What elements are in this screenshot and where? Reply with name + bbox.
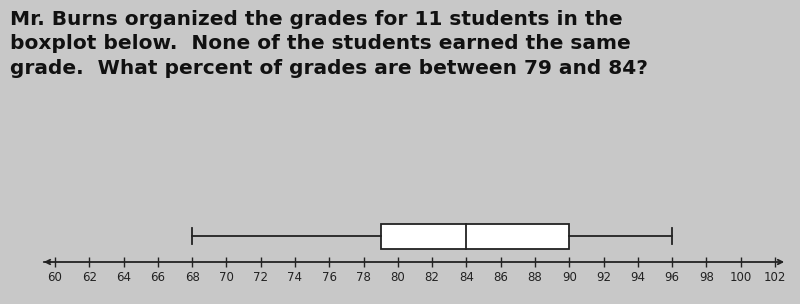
Text: 84: 84 xyxy=(459,271,474,284)
Text: 78: 78 xyxy=(356,271,371,284)
Text: 76: 76 xyxy=(322,271,337,284)
Text: 100: 100 xyxy=(730,271,752,284)
Text: 88: 88 xyxy=(528,271,542,284)
Text: 86: 86 xyxy=(494,271,508,284)
Text: 98: 98 xyxy=(699,271,714,284)
Text: 96: 96 xyxy=(665,271,680,284)
Text: 70: 70 xyxy=(219,271,234,284)
Text: 74: 74 xyxy=(287,271,302,284)
Text: 102: 102 xyxy=(764,271,786,284)
Text: 62: 62 xyxy=(82,271,97,284)
Text: Mr. Burns organized the grades for 11 students in the
boxplot below.  None of th: Mr. Burns organized the grades for 11 st… xyxy=(10,10,648,78)
Text: 66: 66 xyxy=(150,271,166,284)
Text: 64: 64 xyxy=(116,271,131,284)
Text: 72: 72 xyxy=(254,271,268,284)
Text: 90: 90 xyxy=(562,271,577,284)
Text: 94: 94 xyxy=(630,271,646,284)
Text: 60: 60 xyxy=(47,271,62,284)
Text: 82: 82 xyxy=(425,271,439,284)
Text: 68: 68 xyxy=(185,271,199,284)
Text: 92: 92 xyxy=(596,271,611,284)
Bar xyxy=(381,224,570,249)
Text: 80: 80 xyxy=(390,271,406,284)
